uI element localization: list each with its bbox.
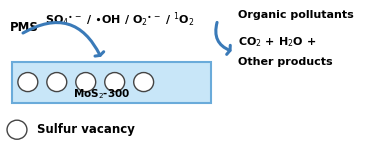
Ellipse shape (105, 73, 125, 92)
Ellipse shape (134, 73, 153, 92)
Ellipse shape (47, 73, 67, 92)
FancyBboxPatch shape (12, 62, 211, 103)
Text: Organic pollutants: Organic pollutants (238, 10, 353, 20)
Text: Other products: Other products (238, 57, 332, 67)
Text: SO$_4$$^{\bullet-}$ / $\bullet$OH / O$_2$$^{\bullet-}$ / $^1$O$_2$: SO$_4$$^{\bullet-}$ / $\bullet$OH / O$_2… (45, 11, 195, 29)
Ellipse shape (76, 73, 96, 92)
Text: PMS: PMS (10, 21, 39, 34)
Text: MoS$_2$-300: MoS$_2$-300 (73, 87, 131, 101)
Text: Sulfur vacancy: Sulfur vacancy (37, 123, 135, 136)
Ellipse shape (7, 120, 27, 139)
Ellipse shape (18, 73, 38, 92)
Text: CO$_2$ + H$_2$O +: CO$_2$ + H$_2$O + (238, 35, 316, 49)
